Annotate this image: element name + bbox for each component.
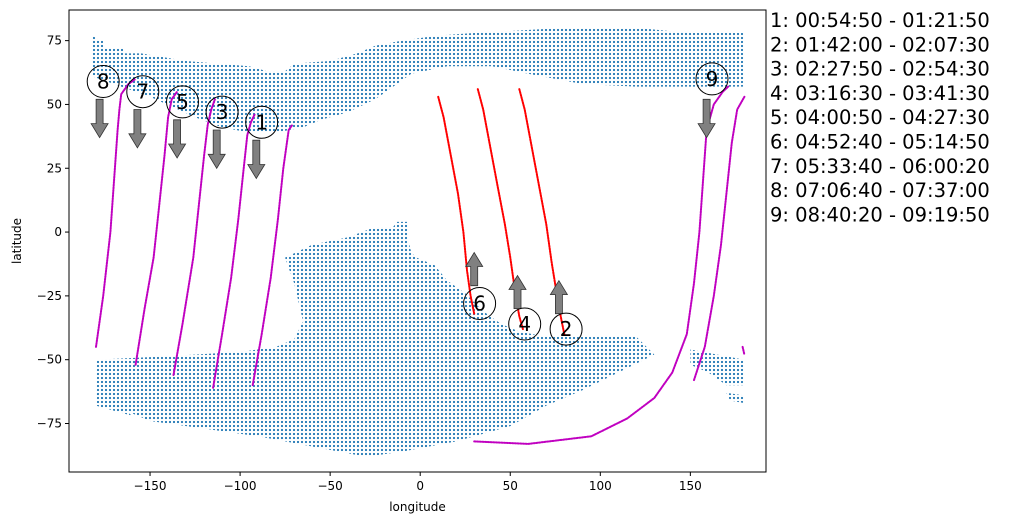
track-marker-label: 8 (97, 70, 110, 94)
direction-arrow-6 (697, 98, 716, 139)
legend-entry-6: 6: 04:52:40 - 05:14:50 (770, 131, 990, 154)
plot-frame (68, 9, 767, 473)
track-marker-6: 6 (463, 287, 497, 320)
track-marker-4: 4 (508, 307, 542, 341)
track-marker-circle (126, 75, 160, 109)
track-marker-circle (245, 105, 279, 139)
x-tick-label: −50 (317, 479, 342, 493)
direction-arrow-9 (549, 279, 569, 315)
track-marker-label: 4 (518, 312, 531, 336)
track-marker-circle (695, 62, 729, 96)
legend-entry-4: 4: 03:16:30 - 03:41:30 (770, 82, 990, 105)
x-tick-label: 0 (416, 479, 424, 493)
track-marker-5: 5 (166, 85, 199, 119)
x-tick-label: −100 (224, 479, 257, 493)
y-tick-label: 50 (47, 97, 62, 111)
track-marker-circle (508, 307, 542, 341)
track-descending-8 (95, 77, 137, 348)
direction-arrow-4 (207, 129, 226, 170)
land-region-southern (96, 221, 655, 457)
direction-arrow-7 (464, 251, 484, 287)
arrow-layer (90, 98, 716, 315)
track-ascending-6 (437, 95, 476, 315)
track-marker-circle (205, 95, 239, 129)
land-layer (92, 27, 745, 457)
marker-layer: 8 7 5 3 1 9 6 4 2 (86, 62, 729, 346)
land-region-south-patch-west (96, 392, 132, 416)
track-marker-9: 9 (695, 62, 729, 96)
y-tick-label: 25 (47, 161, 62, 175)
x-axis-ticks: −150 −100 −50 0 50 100 150 (134, 472, 702, 493)
y-tick-label: −25 (37, 289, 62, 303)
direction-arrow-8 (508, 274, 527, 310)
y-tick-label: −50 (37, 353, 62, 367)
track-marker-label: 5 (176, 90, 189, 114)
track-layer (95, 77, 746, 445)
track-marker-label: 7 (136, 80, 149, 104)
track-marker-label: 6 (473, 292, 486, 316)
direction-arrow-2 (128, 109, 147, 149)
y-tick-label: 0 (54, 225, 62, 239)
land-region-south-patch-far-east (726, 392, 745, 404)
track-marker-circle (463, 287, 497, 320)
track-descending-1 (251, 123, 294, 387)
direction-arrow-5 (247, 139, 266, 180)
direction-arrow-1 (90, 98, 109, 139)
track-descending-9b (693, 95, 746, 382)
legend-entry-8: 8: 07:06:40 - 07:37:00 (770, 179, 990, 202)
legend-entry-2: 2: 01:42:00 - 02:07:30 (770, 33, 990, 56)
y-tick-label: −75 (37, 417, 62, 431)
y-axis-ticks: −75 −50 −25 0 25 50 75 (37, 34, 69, 431)
legend-entry-3: 3: 02:27:50 - 02:54:30 (770, 58, 990, 81)
track-descending-7 (134, 90, 179, 366)
legend-entry-7: 7: 05:33:40 - 06:00:20 (770, 155, 990, 178)
land-region-northern (92, 27, 745, 133)
track-marker-3: 3 (205, 95, 239, 129)
track-marker-circle (549, 312, 583, 346)
track-descending-9c (741, 345, 746, 356)
direction-arrow-3 (167, 119, 187, 159)
x-tick-label: −150 (134, 479, 167, 493)
x-tick-label: 50 (503, 479, 518, 493)
track-marker-1: 1 (245, 105, 279, 139)
legend: 1: 00:54:50 - 01:21:502: 01:42:00 - 02:0… (770, 9, 990, 226)
land-region-south-patch-east (690, 349, 745, 386)
y-axis-label: latitude (10, 218, 24, 264)
y-tick-label: 75 (47, 34, 62, 48)
legend-entry-1: 1: 00:54:50 - 01:21:50 (770, 9, 990, 32)
track-marker-2: 2 (549, 312, 583, 346)
legend-entry-9: 9: 08:40:20 - 09:19:50 (770, 203, 990, 226)
track-marker-circle (166, 85, 199, 119)
track-descending-3 (212, 113, 256, 389)
x-tick-label: 100 (589, 479, 612, 493)
legend-entry-5: 5: 04:00:50 - 04:27:30 (770, 106, 990, 129)
track-marker-label: 9 (706, 67, 719, 91)
track-descending-5 (172, 98, 216, 376)
track-marker-7: 7 (126, 75, 160, 109)
track-descending-9 (473, 85, 730, 445)
track-marker-label: 1 (255, 110, 268, 134)
track-marker-label: 2 (560, 317, 573, 341)
x-tick-label: 150 (679, 479, 702, 493)
x-axis-label: longitude (389, 500, 446, 514)
track-marker-label: 3 (216, 100, 229, 124)
track-marker-8: 8 (86, 65, 120, 98)
track-marker-circle (86, 65, 120, 98)
